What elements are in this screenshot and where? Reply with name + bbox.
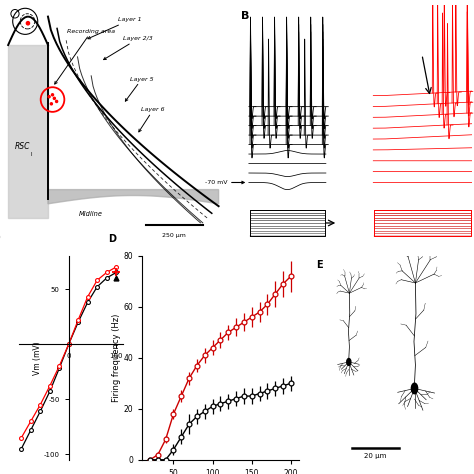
Text: A): A)	[0, 232, 2, 242]
Text: B: B	[240, 11, 249, 21]
Text: Midline: Midline	[79, 210, 103, 217]
Text: RSC: RSC	[15, 143, 31, 151]
Ellipse shape	[347, 358, 351, 365]
Polygon shape	[8, 45, 48, 218]
Text: -70 mV: -70 mV	[205, 180, 244, 185]
Circle shape	[53, 97, 55, 100]
Circle shape	[52, 94, 54, 96]
Ellipse shape	[411, 383, 418, 394]
Text: Layer 6: Layer 6	[139, 108, 165, 132]
Polygon shape	[48, 190, 219, 204]
Text: Layer 5: Layer 5	[125, 77, 154, 101]
Y-axis label: Vm (mV): Vm (mV)	[33, 341, 42, 374]
Y-axis label: Firing frequency (Hz): Firing frequency (Hz)	[112, 314, 121, 402]
Text: I: I	[30, 152, 32, 156]
Text: 250 μm: 250 μm	[162, 233, 186, 238]
Circle shape	[50, 103, 53, 105]
Circle shape	[27, 22, 29, 25]
Text: Recording area: Recording area	[55, 29, 115, 84]
Text: Layer 1: Layer 1	[88, 18, 142, 39]
Circle shape	[55, 100, 58, 102]
Text: 20 μm: 20 μm	[364, 453, 387, 459]
Text: E: E	[316, 260, 323, 270]
Circle shape	[48, 96, 50, 98]
Text: D: D	[108, 234, 116, 244]
Text: Layer 2/3: Layer 2/3	[104, 36, 153, 60]
